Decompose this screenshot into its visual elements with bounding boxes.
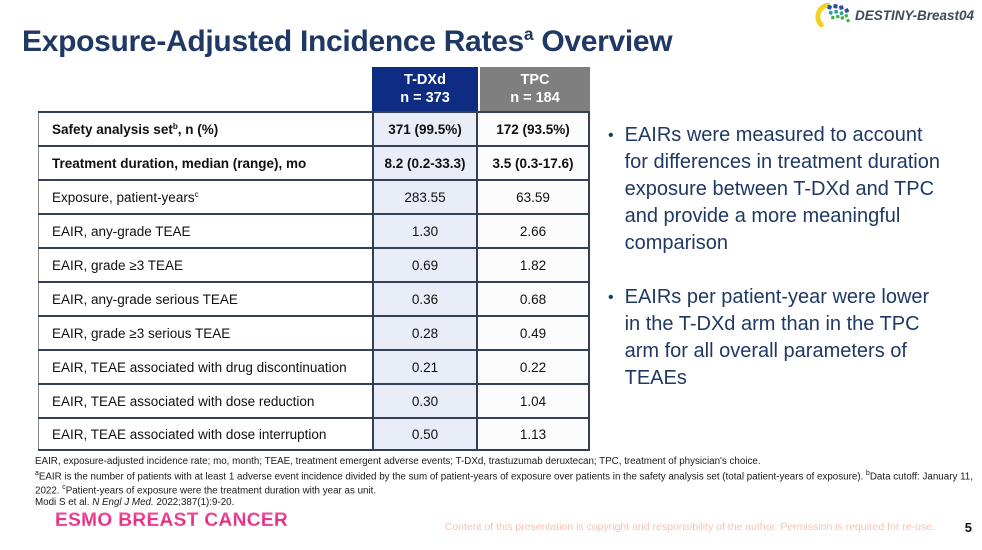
tpc-value: 1.13	[478, 419, 590, 449]
commentary-panel: • EAIRs were measured to account for dif…	[608, 122, 948, 419]
table-row: EAIR, TEAE associated with drug disconti…	[38, 349, 590, 383]
tdxd-value: 8.2 (0.2-33.3)	[372, 147, 478, 179]
tpc-value: 0.49	[478, 317, 590, 349]
citation-line: Modi S et al. N Engl J Med. 2022;387(1):…	[35, 497, 235, 509]
abbreviations-line: EAIR, exposure-adjusted incidence rate; …	[35, 456, 761, 467]
tdxd-value: 0.21	[372, 351, 478, 383]
table-row: EAIR, TEAE associated with dose interrup…	[38, 417, 590, 451]
row-label: EAIR, any-grade TEAE	[38, 215, 372, 247]
tpc-value: 0.68	[478, 283, 590, 315]
table-row: EAIR, any-grade serious TEAE 0.36 0.68	[38, 281, 590, 315]
eair-table: T-DXd n = 373 TPC n = 184 Safety analysi…	[38, 67, 590, 451]
trial-name: DESTINY-Breast04	[854, 8, 974, 23]
bullet-text: EAIRs were measured to account for diffe…	[624, 124, 940, 254]
row-label: EAIR, TEAE associated with drug disconti…	[38, 351, 372, 383]
table-row: Safety analysis set b, n (%) 371 (99.5%) …	[38, 111, 590, 145]
tpc-value: 0.22	[478, 351, 590, 383]
row-label: Safety analysis set b, n (%)	[38, 113, 372, 145]
table-header-row: T-DXd n = 373 TPC n = 184	[38, 67, 590, 111]
tdxd-value: 283.55	[372, 181, 478, 213]
column-header-tpc: TPC n = 184	[478, 67, 590, 111]
title-suffix: Overview	[533, 25, 673, 58]
tdxd-n: n = 373	[400, 89, 450, 106]
row-label: EAIR, TEAE associated with dose interrup…	[38, 419, 372, 449]
tpc-value: 1.04	[478, 385, 590, 417]
tdxd-value: 0.69	[372, 249, 478, 281]
destiny-fan-logo-icon	[815, 3, 850, 27]
tdxd-value: 0.30	[372, 385, 478, 417]
bullet-text: EAIRs per patient-year were lower in the…	[624, 286, 930, 389]
tdxd-label: T-DXd	[404, 72, 446, 88]
tdxd-value: 0.28	[372, 317, 478, 349]
definitions-line: aEAIR is the number of patients with at …	[35, 469, 973, 497]
tpc-value: 172 (93.5%)	[478, 113, 590, 145]
table-row: EAIR, grade ≥3 TEAE 0.69 1.82	[38, 247, 590, 281]
bullet-item: • EAIRs were measured to account for dif…	[608, 122, 948, 257]
tdxd-value: 1.30	[372, 215, 478, 247]
row-label: EAIR, any-grade serious TEAE	[38, 283, 372, 315]
page-number: 5	[964, 520, 972, 535]
title-text: Exposure-Adjusted Incidence Rates	[22, 25, 524, 58]
tpc-n: n = 184	[510, 89, 560, 106]
bullet-item: • EAIRs per patient-year were lower in t…	[608, 284, 948, 392]
tpc-value: 2.66	[478, 215, 590, 247]
page-title: Exposure-Adjusted Incidence Ratesa Overv…	[22, 24, 673, 59]
tpc-value: 63.59	[478, 181, 590, 213]
tdxd-value: 371 (99.5%)	[372, 113, 478, 145]
esmo-breast-cancer-logo: ESMO BREAST CANCER	[55, 510, 289, 531]
copyright-notice: Content of this presentation is copyrigh…	[444, 521, 935, 533]
row-label: EAIR, grade ≥3 TEAE	[38, 249, 372, 281]
row-label: EAIR, TEAE associated with dose reductio…	[38, 385, 372, 417]
table-row: Exposure, patient-years c 283.55 63.59	[38, 179, 590, 213]
table-row: Treatment duration, median (range), mo 8…	[38, 145, 590, 179]
row-label: Treatment duration, median (range), mo	[38, 147, 372, 179]
bullet-marker: •	[608, 127, 614, 144]
tpc-label: TPC	[520, 72, 550, 88]
tdxd-value: 0.36	[372, 283, 478, 315]
footnotes: EAIR, exposure-adjusted incidence rate; …	[35, 456, 980, 509]
row-label: Exposure, patient-years c	[38, 181, 372, 213]
table-row: EAIR, any-grade TEAE 1.30 2.66	[38, 213, 590, 247]
tpc-value: 1.82	[478, 249, 590, 281]
row-label: EAIR, grade ≥3 serious TEAE	[38, 317, 372, 349]
bullet-marker: •	[608, 289, 614, 306]
tdxd-value: 0.50	[372, 419, 478, 449]
column-header-tdxd: T-DXd n = 373	[372, 67, 478, 111]
table-row: EAIR, grade ≥3 serious TEAE 0.28 0.49	[38, 315, 590, 349]
tpc-value: 3.5 (0.3-17.6)	[478, 147, 590, 179]
table-row: EAIR, TEAE associated with dose reductio…	[38, 383, 590, 417]
header-spacer	[38, 67, 372, 111]
title-superscript: a	[523, 24, 534, 44]
trial-brand: DESTINY-Breast04	[815, 3, 974, 27]
